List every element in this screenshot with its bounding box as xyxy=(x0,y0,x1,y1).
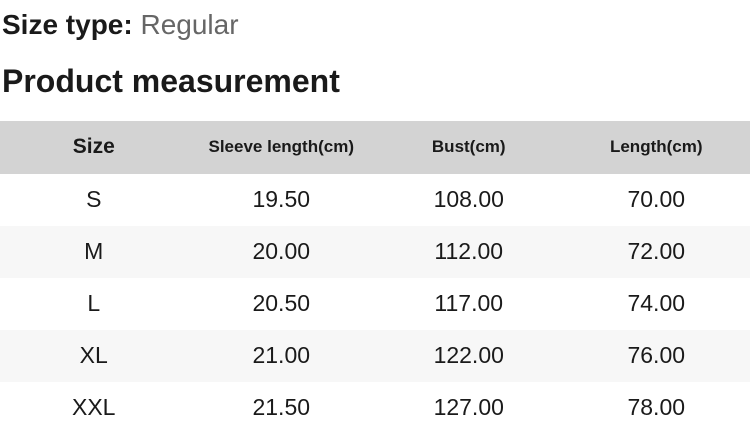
cell-size: M xyxy=(84,238,104,265)
cell-bust: 122.00 xyxy=(433,342,504,369)
measurement-table-body: S 19.50 108.00 70.00 M 20.00 112.00 72.0… xyxy=(0,174,750,434)
size-type-label: Size type: xyxy=(2,9,133,40)
size-type-line: Size type: Regular xyxy=(2,8,750,42)
table-row-s: S 19.50 108.00 70.00 xyxy=(0,174,750,226)
cell-size: XXL xyxy=(72,394,116,421)
cell-length: 72.00 xyxy=(627,238,686,265)
measurement-table-header: Size Sleeve length(cm) Bust(cm) Length(c… xyxy=(0,120,750,174)
cell-bust: 112.00 xyxy=(434,238,504,265)
table-row-m: M 20.00 112.00 72.00 xyxy=(0,225,750,278)
column-header-sleeve-length: Sleeve length(cm) xyxy=(187,120,375,174)
header-row: Size Sleeve length(cm) Bust(cm) Length(c… xyxy=(0,120,750,174)
cell-sleeve-length: 20.00 xyxy=(252,238,311,265)
column-header-bust: Bust(cm) xyxy=(375,120,563,174)
table-row-xl: XL 21.00 122.00 76.00 xyxy=(0,329,750,382)
cell-size: L xyxy=(87,290,101,317)
cell-length: 76.00 xyxy=(627,342,686,369)
cell-sleeve-length: 21.50 xyxy=(252,394,311,421)
cell-length: 78.00 xyxy=(627,394,686,421)
measurement-table: Size Sleeve length(cm) Bust(cm) Length(c… xyxy=(0,120,750,434)
column-header-length: Length(cm) xyxy=(562,120,750,174)
table-row-l: L 20.50 117.00 74.00 xyxy=(0,278,750,330)
size-type-value: Regular xyxy=(140,9,239,40)
product-measurement-title: Product measurement xyxy=(2,62,340,99)
cell-sleeve-length: 20.50 xyxy=(252,290,311,317)
column-header-size: Size xyxy=(0,120,188,174)
cell-length: 70.00 xyxy=(627,186,686,213)
cell-size: S xyxy=(86,186,102,213)
cell-sleeve-length: 21.00 xyxy=(252,342,311,369)
cell-bust: 108.00 xyxy=(433,186,504,213)
cell-bust: 127.00 xyxy=(433,394,504,421)
cell-length: 74.00 xyxy=(627,290,686,317)
cell-sleeve-length: 19.50 xyxy=(252,186,311,213)
cell-size: XL xyxy=(79,342,108,369)
table-row-xxl: XXL 21.50 127.00 78.00 xyxy=(0,382,750,434)
cell-bust: 117.00 xyxy=(434,290,504,317)
